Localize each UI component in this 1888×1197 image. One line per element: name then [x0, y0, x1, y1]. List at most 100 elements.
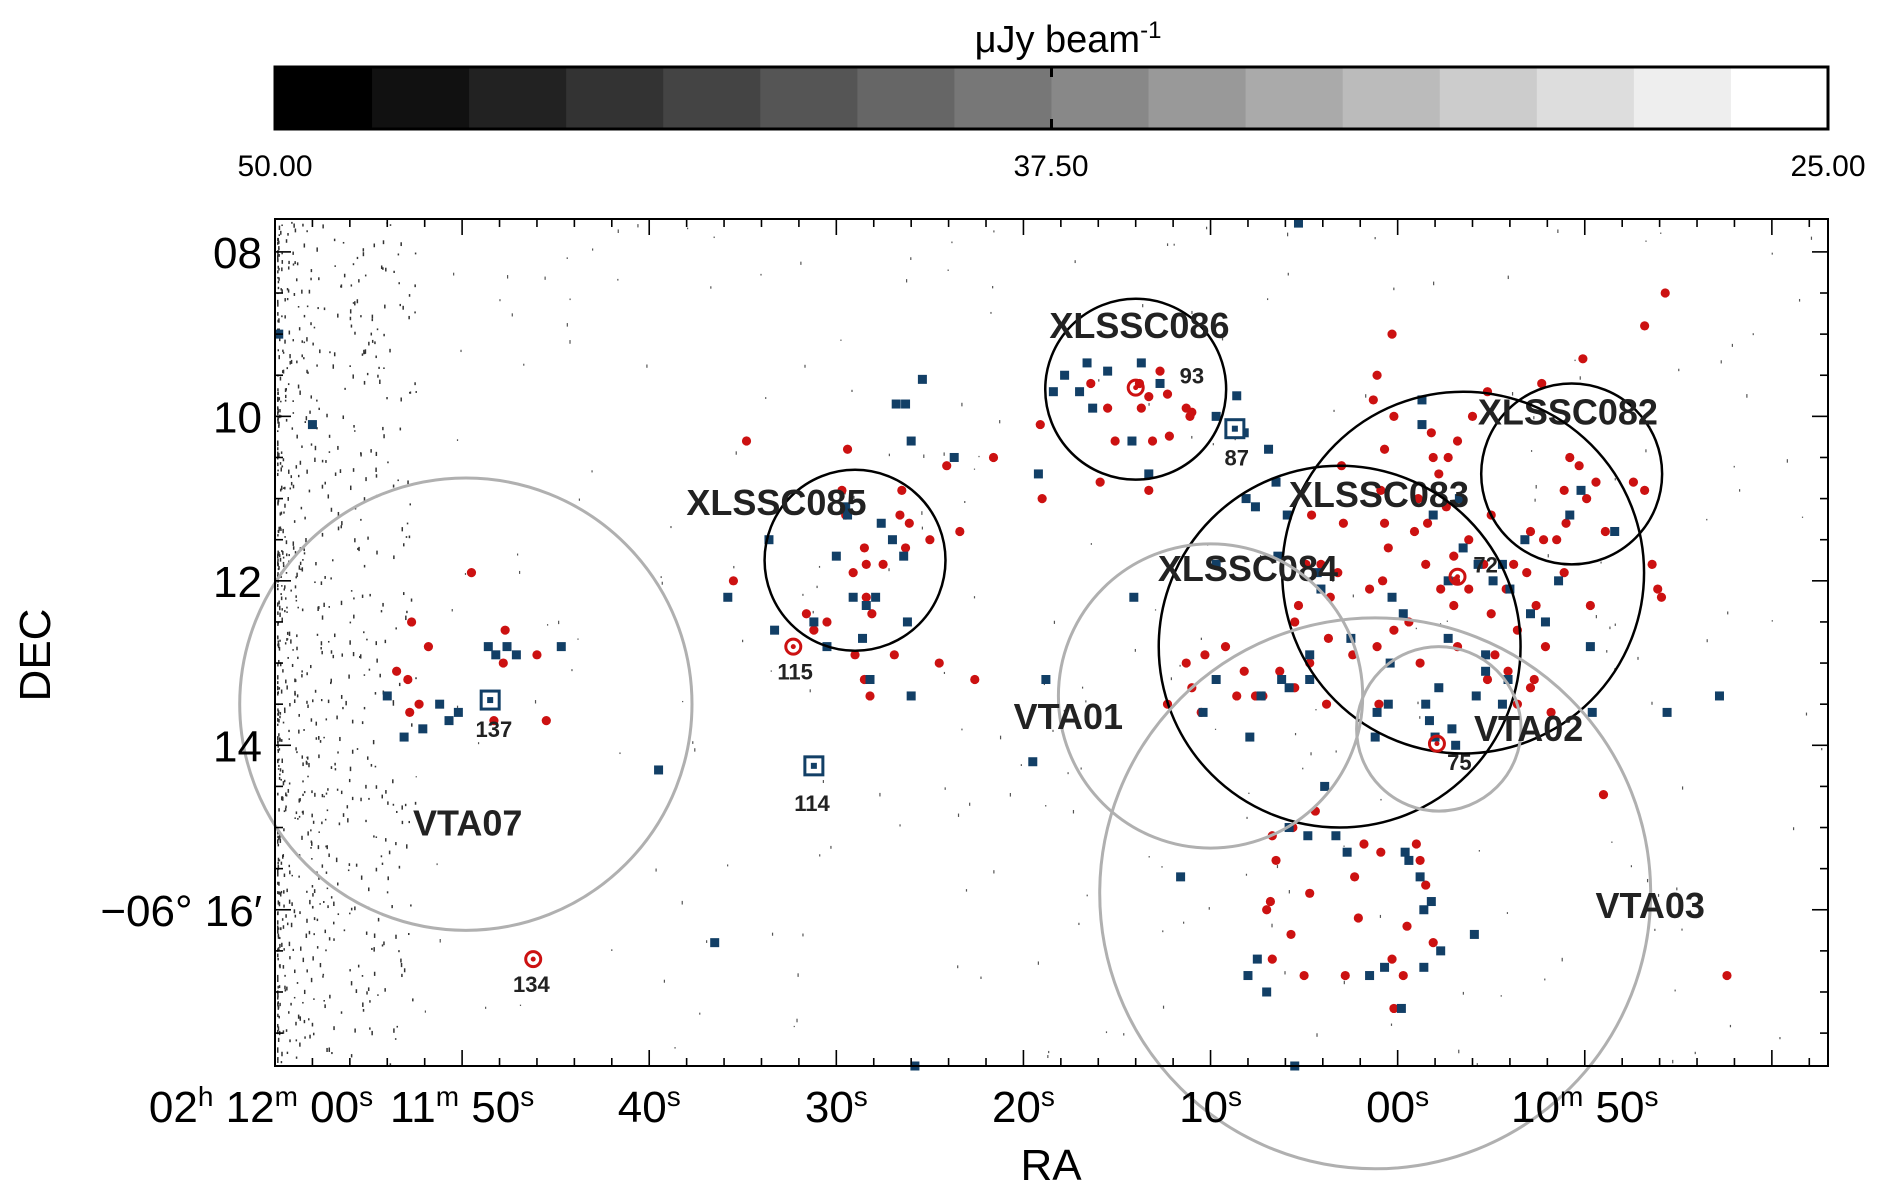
noise-speck [311, 885, 314, 888]
noise-speck [310, 269, 313, 273]
noise-speck [354, 538, 356, 543]
noise-speck [978, 455, 980, 458]
red-source-dot [1164, 431, 1174, 441]
noise-speck [277, 736, 279, 739]
noise-speck [309, 899, 311, 905]
x-tick-label-part: 00 [1366, 1083, 1415, 1132]
blue-source-square [1060, 370, 1070, 380]
noise-speck [409, 503, 411, 506]
noise-speck [283, 828, 285, 832]
x-tick-label-part: s [667, 1081, 681, 1112]
noise-speck [350, 590, 353, 592]
noise-speck [291, 902, 293, 906]
noise-speck [617, 278, 619, 281]
noise-speck [301, 670, 303, 673]
noise-speck [286, 1051, 289, 1054]
noise-speck [990, 311, 992, 314]
blue-source-square [453, 707, 463, 717]
noise-speck [281, 918, 284, 921]
x-tick-label: 20s [992, 1081, 1055, 1132]
noise-speck [1276, 864, 1279, 869]
noise-speck [370, 332, 373, 336]
red-source-dot [500, 625, 510, 635]
red-source-dot [1525, 526, 1536, 537]
x-tick-label-part: 02 [149, 1083, 198, 1132]
noise-speck [345, 700, 347, 706]
noise-speck [277, 276, 279, 279]
red-source-dot [1421, 559, 1431, 569]
noise-speck [293, 293, 296, 296]
noise-speck [306, 700, 308, 704]
noise-speck [278, 277, 280, 281]
noise-speck [303, 243, 306, 248]
blue-source-square [1481, 650, 1491, 660]
noise-speck [380, 610, 383, 613]
noise-speck [354, 301, 356, 306]
noise-speck [291, 874, 293, 877]
noise-speck [287, 233, 289, 236]
noise-speck [1646, 878, 1649, 883]
noise-speck [281, 550, 283, 553]
noise-speck [277, 723, 279, 726]
noise-speck [352, 263, 355, 266]
noise-speck [288, 864, 291, 868]
noise-speck [395, 842, 397, 846]
noise-speck [303, 548, 305, 552]
noise-speck [451, 608, 453, 612]
noise-speck [405, 536, 408, 538]
red-source-dot [1340, 970, 1350, 981]
noise-speck [314, 689, 317, 693]
noise-speck [400, 958, 402, 963]
blue-source-square [1417, 420, 1427, 430]
blue-source-square [1284, 683, 1294, 693]
noise-speck [379, 673, 381, 678]
red-source-dot [1538, 535, 1549, 545]
noise-speck [412, 998, 414, 1002]
noise-speck [369, 593, 371, 597]
noise-speck [277, 980, 279, 983]
noise-speck [282, 561, 285, 564]
noise-speck [303, 791, 306, 794]
noise-speck [330, 650, 333, 654]
noise-speck [350, 981, 353, 986]
noise-speck [285, 794, 288, 797]
noise-speck [1390, 1023, 1393, 1026]
noise-speck [284, 585, 286, 589]
noise-speck [389, 348, 391, 353]
colorbar-step [1536, 67, 1635, 129]
noise-speck [277, 957, 279, 961]
noise-speck [363, 380, 366, 385]
noise-speck [410, 598, 413, 602]
red-source-dot [1443, 452, 1453, 463]
highlight-markers: 93 87 72 115 75 137 114 134 [476, 363, 1498, 997]
noise-speck [899, 824, 901, 827]
red-source-dot [809, 625, 819, 635]
noise-speck [301, 445, 303, 448]
noise-speck [282, 925, 285, 929]
noise-speck [277, 409, 279, 413]
noise-speck [655, 868, 657, 872]
x-tick-label-part: 10 [1511, 1083, 1560, 1132]
noise-speck [278, 891, 280, 895]
noise-speck [1287, 232, 1289, 237]
noise-speck [327, 699, 330, 704]
noise-speck [321, 459, 324, 463]
x-tick-label-part: 30 [805, 1083, 854, 1132]
blue-source-square [891, 399, 901, 409]
noise-speck [321, 793, 324, 798]
noise-speck [284, 642, 287, 645]
noise-speck [284, 399, 287, 402]
noise-speck [964, 500, 966, 503]
noise-speck [375, 451, 378, 457]
noise-speck [296, 360, 298, 364]
blue-source-square [1176, 872, 1186, 882]
noise-speck [398, 682, 401, 687]
red-source-dot [1200, 650, 1210, 660]
noise-speck [569, 298, 571, 301]
noise-speck [277, 872, 279, 877]
blue-source-square [1211, 559, 1221, 569]
noise-speck [296, 646, 298, 651]
noise-speck [558, 620, 560, 625]
noise-speck [283, 779, 286, 783]
red-source-dot [1155, 366, 1165, 376]
